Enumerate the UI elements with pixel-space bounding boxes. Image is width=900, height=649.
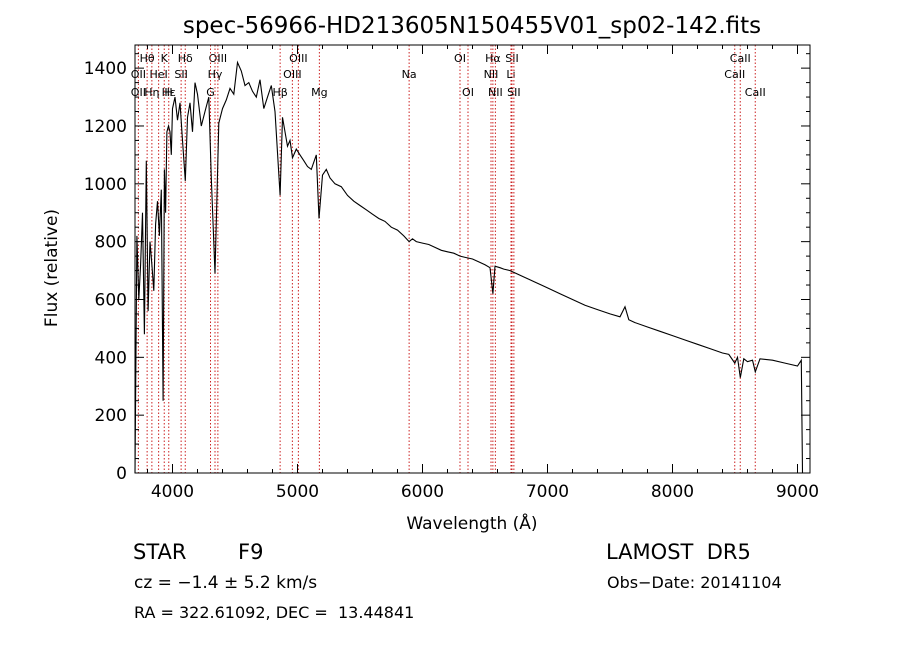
marker-label-19: OI (462, 86, 474, 99)
observation-date: Obs−Date: 20141104 (607, 573, 782, 592)
x-tick-label-2: 6000 (401, 482, 444, 502)
marker-label-23: Li (506, 68, 515, 81)
marker-label-18: OI (454, 52, 466, 65)
marker-label-9: Hη (144, 86, 159, 99)
marker-label-10: H (164, 86, 172, 99)
y-axis-label: Flux (relative) (42, 209, 62, 327)
y-tick-label-7: 1400 (84, 59, 127, 79)
x-tick-label-5: 9000 (776, 482, 819, 502)
marker-label-21: SII (505, 52, 518, 65)
x-tick-label-3: 7000 (526, 482, 569, 502)
chart-title: spec-56966-HD213605N150455V01_sp02-142.f… (183, 13, 761, 39)
x-tick-label-4: 8000 (651, 482, 694, 502)
marker-label-6: HeI (149, 68, 167, 81)
y-tick-label-3: 600 (95, 290, 127, 310)
y-tick-label-4: 800 (95, 233, 127, 253)
y-tick-label-6: 1200 (84, 117, 127, 137)
marker-label-26: CaII (730, 52, 751, 65)
y-tick-label-2: 400 (95, 348, 127, 368)
marker-label-5: OII (131, 68, 146, 81)
marker-label-11: OIII (209, 52, 227, 65)
plot-axes: 4000 5000 6000 7000 8000 9000 0 200 400 600 800 100… (84, 44, 819, 502)
y-tick-label-5: 1000 (84, 175, 127, 195)
marker-label-4: Hδ (178, 52, 193, 65)
y-tick-label-1: 200 (95, 406, 127, 426)
y-tick-label-0: 0 (116, 464, 127, 484)
marker-label-1: Hε (162, 86, 176, 99)
marker-label-16: Mg (311, 86, 327, 99)
spectral-subclass: F9 (238, 540, 264, 564)
marker-label-25: SII (507, 86, 520, 99)
x-tick-label-1: 5000 (276, 482, 319, 502)
marker-label-3: K (161, 52, 169, 65)
spectrum-line (134, 60, 804, 474)
marker-label-13: G (206, 86, 215, 99)
object-type: STAR (133, 540, 187, 564)
marker-label-28: CaII (745, 86, 766, 99)
marker-label-20: Hα (485, 52, 501, 65)
marker-label-27: CaII (724, 68, 745, 81)
marker-label-14: OIII (289, 52, 307, 65)
redshift-value: cz = −1.4 ± 5.2 km/s (134, 573, 318, 593)
coordinates: RA = 322.61092, DEC = 13.44841 (134, 603, 415, 622)
marker-label-24: NII (488, 86, 503, 99)
marker-label-7: SII (174, 68, 187, 81)
marker-label-12: Hγ (208, 68, 223, 81)
survey-name: LAMOST DR5 (606, 540, 751, 564)
x-tick-label-0: 4000 (151, 482, 194, 502)
marker-label-2: Hθ (140, 52, 155, 65)
marker-label-17: Na (402, 68, 417, 81)
marker-label-0: Hβ (272, 86, 287, 99)
marker-label-15: OIII (283, 68, 301, 81)
x-axis-label: Wavelength (Å) (406, 512, 537, 534)
marker-label-22: NII (484, 68, 499, 81)
